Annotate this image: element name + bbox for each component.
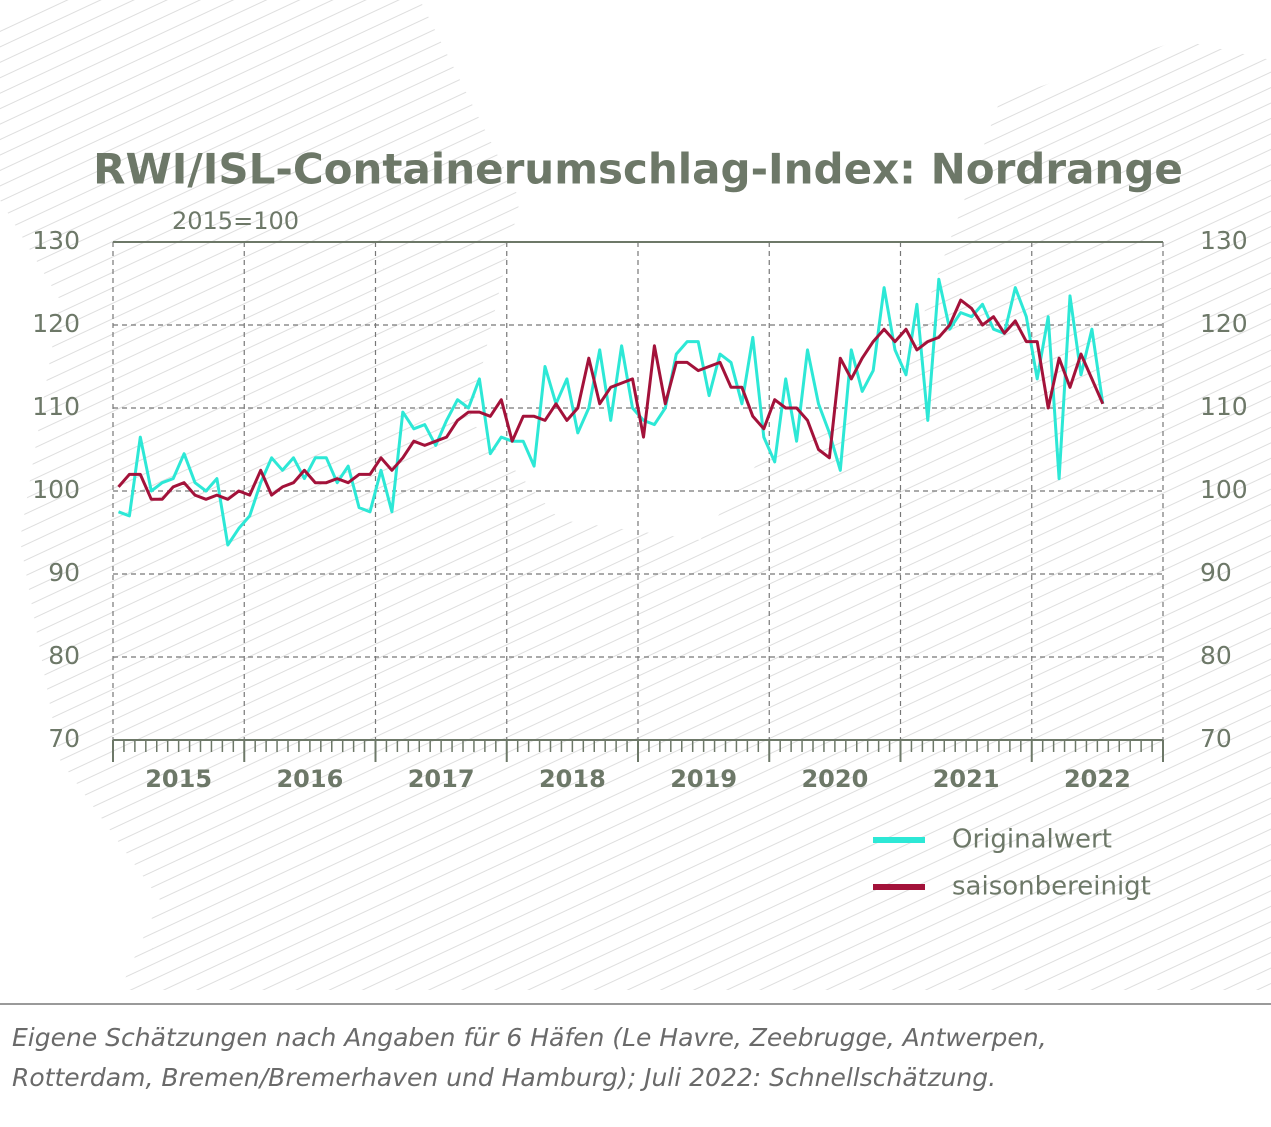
x-tick-label: 2015 [145,765,212,793]
y-tick-label: 100 [32,475,80,504]
y2-tick-label: 90 [1200,558,1232,587]
chart-subtitle: 2015=100 [172,207,299,235]
y-tick-label: 80 [48,641,80,670]
x-tick-label: 2018 [539,765,606,793]
footnote: Eigene Schätzungen nach Angaben für 6 Hä… [12,1023,1047,1092]
x-tick-label: 2020 [801,765,868,793]
x-tick-label: 2019 [670,765,737,793]
y2-tick-label: 70 [1200,724,1232,753]
y-tick-label: 130 [32,226,80,255]
separator [0,1003,1271,1005]
series-line [117,298,1105,501]
chart-title: RWI/ISL-Containerumschlag-Index: Nordran… [93,145,1183,194]
y2-tick-label: 80 [1200,641,1232,670]
legend-label: Originalwert [952,825,1112,855]
background-map [0,0,1271,990]
series-line [117,277,1105,547]
x-tick-label: 2021 [933,765,1000,793]
y-tick-label: 120 [32,309,80,338]
y2-tick-label: 100 [1200,475,1248,504]
y-tick-label: 70 [48,724,80,753]
legend-label: saisonbereinigt [952,872,1151,902]
y-tick-label: 110 [32,392,80,421]
x-tick-label: 2016 [276,765,343,793]
y2-tick-label: 130 [1200,226,1248,255]
x-tick-label: 2017 [408,765,475,793]
x-tick-label: 2022 [1064,765,1131,793]
y2-tick-label: 110 [1200,392,1248,421]
y2-tick-label: 120 [1200,309,1248,338]
y-tick-label: 90 [48,558,80,587]
